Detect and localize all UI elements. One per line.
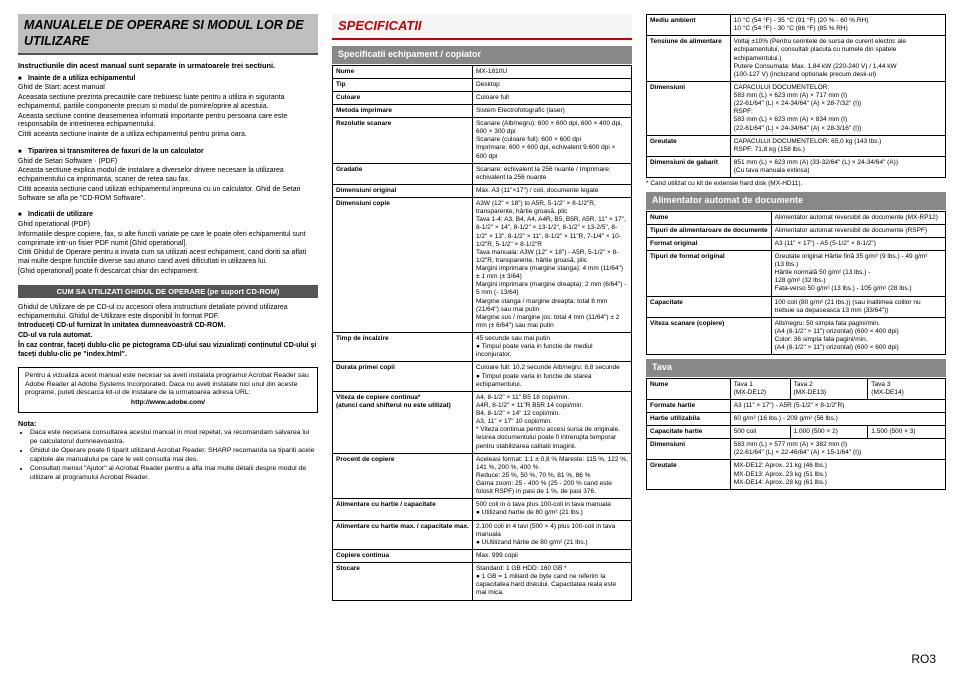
- cd-instructions: Ghidul de Utilizare de pe CD-ul cu acces…: [18, 304, 318, 360]
- nota-heading: Nota:: [18, 419, 318, 428]
- subhead-adf: Alimentator automat de documente: [646, 192, 946, 209]
- subhead-cdrom: CUM SA UTILIZATI GHIDUL DE OPERARE (pe s…: [18, 285, 318, 298]
- section-title-spec: SPECIFICATII: [332, 14, 632, 40]
- adobe-box: Pentru a vizualiza acest manual este nec…: [18, 367, 318, 413]
- spec-table-adf: NumeAlimentator automat reversibil de do…: [646, 211, 946, 356]
- section-title-left: MANUALELE DE OPERARE SI MODUL LOR DE UTI…: [18, 14, 318, 55]
- block-usage: Indicatii de utilizare Ghid operational …: [18, 211, 318, 276]
- block-print-fax: Tiparirea si transmiterea de faxuri de l…: [18, 148, 318, 204]
- intro: Instructiunile din acest manual sunt sep…: [18, 61, 318, 70]
- spec-table-main: NumeMX-1810UTipDesktopCuloareCuloare ful…: [332, 65, 632, 601]
- page-number: RO3: [911, 652, 936, 667]
- footnote-hdd: * Cand utilizat cu kit de extensie hard …: [646, 180, 946, 188]
- block-before: Inainte de a utiliza echipamentul Ghid d…: [18, 75, 318, 140]
- spec-table-continued: Mediu ambient10 °C (54 °F) - 35 °C (91 °…: [646, 14, 946, 178]
- subhead-tava: Tava: [646, 359, 946, 376]
- nota-list: Daca este necesara consultarea acestui m…: [18, 429, 318, 482]
- subhead-equipment: Specificatii echipament / copiator: [332, 46, 632, 63]
- spec-table-tava: NumeTava 1(MX-DE12)Tava 2(MX-DE13)Tava 3…: [646, 378, 946, 490]
